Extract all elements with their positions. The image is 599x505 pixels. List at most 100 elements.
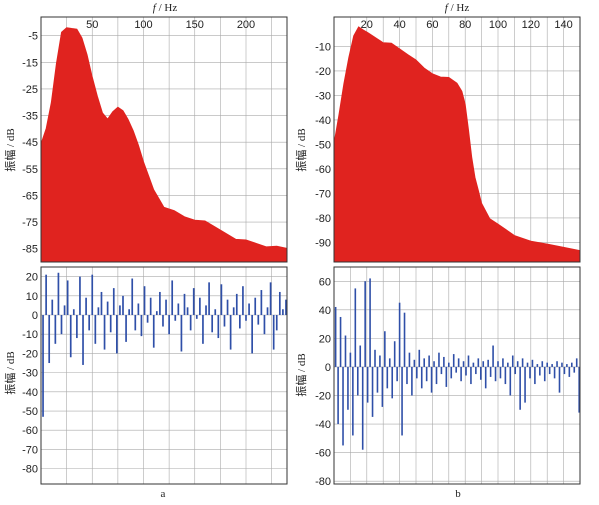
- b_diff-bar: [416, 366, 418, 379]
- b_spectrum-ytick-label: -20: [315, 66, 331, 78]
- b_diff-plot-area: [334, 267, 580, 484]
- b_diff-bar: [388, 358, 391, 367]
- a_diff-bar: [251, 315, 253, 354]
- panel-a-spectrum: -5 -15 -25 -35 -45 -55 -65 -75 -85 50 100 150 200 f …: [3, 2, 288, 263]
- a_diff-bar: [155, 311, 158, 316]
- b_diff-bar: [433, 361, 435, 367]
- b_diff-bar: [526, 362, 529, 367]
- a_diff-bar: [72, 309, 75, 316]
- b_diff-bar: [430, 366, 433, 393]
- b_diff-bar: [546, 362, 548, 367]
- panel-b-label: b: [455, 488, 461, 500]
- a_spectrum-area: [40, 27, 288, 263]
- b_diff-bar: [356, 366, 359, 396]
- panel-b-xaxis-label: f / Hz: [445, 2, 470, 14]
- b_diff-bar: [514, 366, 517, 375]
- b_diff-bar: [374, 349, 376, 367]
- a_spectrum-ytick-label: -65: [22, 190, 38, 202]
- b_diff-bar: [494, 366, 497, 382]
- b_diff-bar: [504, 366, 507, 385]
- b_spectrum-frame: [333, 16, 581, 263]
- b_diff-bar: [482, 361, 485, 367]
- a_diff-bar: [48, 315, 51, 364]
- b_diff-bar: [470, 366, 472, 385]
- a_diff-bar: [82, 315, 84, 365]
- a_diff-bar: [88, 315, 91, 331]
- a_diff-bar: [131, 278, 134, 316]
- b_spectrum-xtick-label: 100: [489, 19, 507, 31]
- panel-b-diff: 60 40 20 0 -20 -40 -60 -80 振幅 / dB b: [294, 266, 581, 500]
- a_diff-bar: [100, 291, 103, 315]
- panel-a-spectrum-ylabel: 振幅 / dB: [3, 128, 17, 171]
- a_diff-bar: [223, 315, 226, 327]
- a_diff-bar: [106, 301, 109, 316]
- b_diff-bar: [563, 366, 566, 375]
- b_diff-bar: [393, 341, 396, 367]
- a_diff-bar: [69, 315, 72, 358]
- panel-b-spectrum: -10 -20 -30 -40 -50 -60 -70 -80 -90 20 40 60 80 100 12…: [294, 2, 581, 263]
- b_diff-bar: [497, 361, 499, 367]
- b_diff-bar: [411, 366, 413, 396]
- b_diff-bar: [420, 366, 423, 389]
- a_diff-frame: [40, 266, 288, 485]
- a_diff-bar: [205, 305, 207, 316]
- b_diff-bar: [539, 366, 541, 376]
- b_diff-ytick-label: 20: [319, 333, 331, 345]
- a_spectrum-ytick-label: -55: [22, 164, 38, 176]
- b_diff-bar: [566, 364, 568, 367]
- a_diff-bar: [220, 284, 223, 316]
- panel-a-xaxis-label: f / Hz: [153, 2, 178, 14]
- b_diff-bar: [440, 366, 443, 375]
- a_diff-bar: [208, 282, 210, 316]
- a_diff-ytick-label: -30: [22, 368, 38, 380]
- b_diff-bar: [573, 366, 576, 373]
- a_diff-bar: [263, 315, 266, 335]
- b_diff-bar: [443, 356, 445, 367]
- b_diff-bar: [438, 352, 440, 367]
- a_spectrum-ytick-label: -85: [22, 244, 38, 256]
- a_diff-ytick-label: -20: [22, 348, 38, 360]
- b_diff-bar: [448, 362, 450, 367]
- a_diff-bar: [109, 315, 112, 333]
- a_diff-bar: [125, 315, 127, 342]
- b_diff-bar: [384, 331, 386, 367]
- a_diff-bar: [137, 303, 140, 316]
- b_diff-bar: [450, 366, 453, 379]
- a_diff-bar: [63, 305, 66, 316]
- b_diff-bar: [337, 366, 339, 425]
- a_diff-bar: [165, 299, 167, 316]
- b_diff-ytick-label: 0: [325, 362, 331, 374]
- b_diff-bar: [477, 358, 480, 367]
- a_diff-bar: [282, 309, 284, 316]
- b_spectrum-xtick-label: 40: [393, 19, 405, 31]
- b_diff-frame: [333, 266, 581, 485]
- b_diff-bar: [484, 366, 487, 389]
- b_diff-bar: [575, 358, 578, 367]
- b_spectrum-xtick-label: 60: [426, 19, 438, 31]
- b_diff-bar: [571, 362, 573, 367]
- a_diff-ytick-label: 20: [26, 272, 38, 284]
- panel-a-diff-plot: 20 10 0 -10 -20 -30 -40 -50 -60 -70 -80: [22, 266, 288, 485]
- b_diff-bar: [364, 281, 366, 367]
- a_diff-bar: [122, 295, 124, 316]
- a_diff-bar: [85, 297, 87, 316]
- a_diff-bar: [257, 315, 260, 325]
- a_diff-bar: [211, 315, 214, 333]
- b_spectrum-xtick-label: 120: [522, 19, 540, 31]
- a_diff-bar: [91, 274, 94, 316]
- b_spectrum-ytick-label: -90: [315, 237, 331, 249]
- a_diff-ytick-label: -50: [22, 406, 38, 418]
- a_spectrum-ytick-label: -25: [22, 84, 38, 96]
- a_diff-ytick-label: -80: [22, 464, 38, 476]
- b_diff-bar: [334, 306, 337, 367]
- b_diff-bar: [445, 366, 448, 387]
- b_diff-bar: [507, 362, 509, 367]
- a_diff-bar: [260, 290, 263, 315]
- b_spectrum-area: [333, 26, 581, 263]
- b_diff-bar: [418, 349, 421, 367]
- b_diff-bar: [541, 361, 544, 367]
- b_diff-bar: [489, 366, 492, 377]
- a_diff-bar: [116, 315, 118, 354]
- b_diff-bar: [479, 366, 482, 380]
